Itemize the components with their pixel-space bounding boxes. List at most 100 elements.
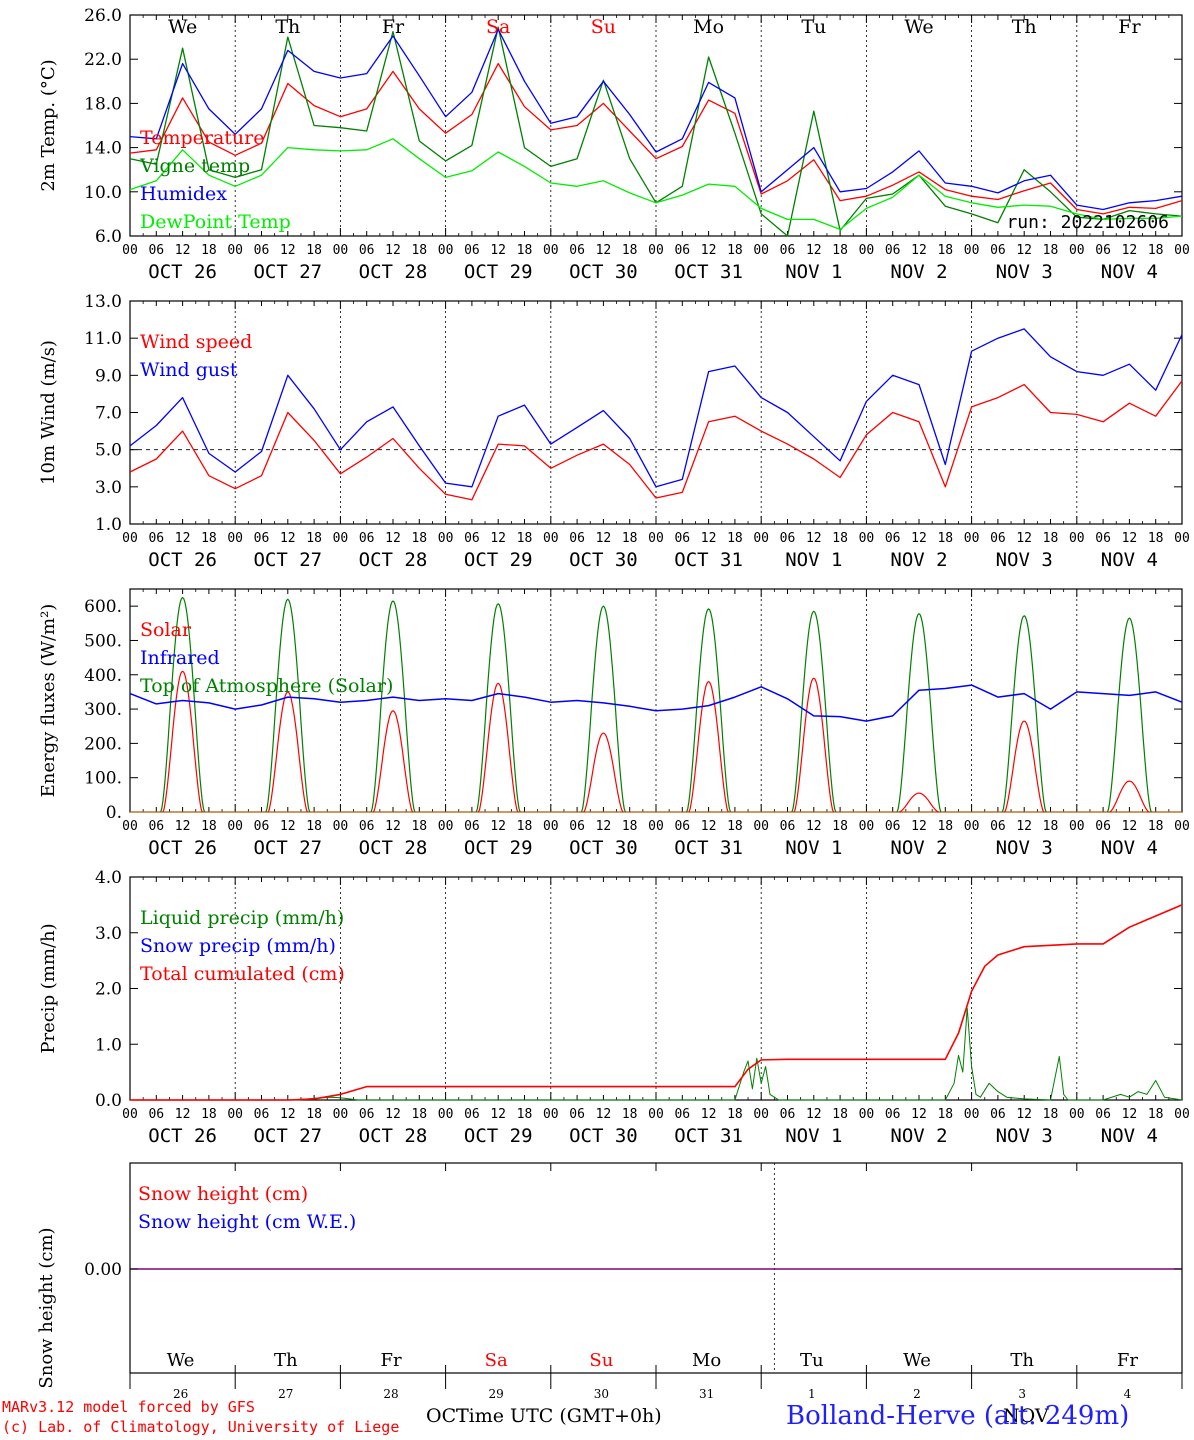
hour-label: 12: [490, 819, 506, 834]
weekday-label: Su: [589, 1350, 613, 1371]
hour-label: 12: [175, 531, 191, 546]
y-tick-label: 1.0: [95, 1035, 122, 1055]
day-number-label: 3: [1018, 1387, 1026, 1401]
infrared-line: [129, 684, 1183, 722]
hour-label: 06: [464, 243, 480, 258]
hour-label: 00: [648, 1107, 664, 1122]
weekday-label: We: [168, 16, 197, 38]
hour-label: 18: [1148, 819, 1164, 834]
hour-label: 00: [227, 531, 243, 546]
y-tick-label: 400.: [84, 666, 122, 686]
hour-label: 00: [859, 819, 875, 834]
hour-label: 00: [964, 531, 980, 546]
hour-label: 06: [674, 243, 690, 258]
energy-legend-0: Solar: [140, 619, 192, 641]
hour-label: 06: [990, 243, 1006, 258]
hour-label: 06: [885, 1107, 901, 1122]
hour-label: 00: [227, 243, 243, 258]
hour-label: 18: [201, 819, 217, 834]
date-label: NOV 1: [785, 837, 842, 859]
hour-label: 12: [911, 531, 927, 546]
y-tick-label: 4.0: [95, 868, 122, 888]
hour-label: 12: [806, 243, 822, 258]
hour-label: 06: [569, 243, 585, 258]
date-label: OCT 29: [464, 261, 533, 283]
liquid-precip-line: [130, 1007, 1183, 1101]
weekday-label: Th: [1012, 16, 1037, 38]
hour-label: 18: [937, 1107, 953, 1122]
hour-label: 06: [780, 1107, 796, 1122]
hour-label: 00: [859, 243, 875, 258]
date-label: NOV 1: [785, 549, 842, 571]
date-label: OCT 29: [464, 837, 533, 859]
hour-label: 06: [254, 243, 270, 258]
weekday-label: Fr: [380, 1350, 401, 1371]
hour-label: 00: [438, 1107, 454, 1122]
hour-label: 06: [780, 819, 796, 834]
hour-label: 18: [727, 531, 743, 546]
y-tick-label: 600.: [84, 597, 122, 617]
hour-label: 12: [596, 243, 612, 258]
temp-legend-2: Humidex: [140, 183, 227, 205]
hour-label: 00: [543, 243, 559, 258]
hour-label: 12: [385, 1107, 401, 1122]
hour-label: 18: [1043, 1107, 1059, 1122]
y-tick-label: 14.0: [84, 139, 122, 159]
hour-label: 00: [1174, 1107, 1190, 1122]
hour-label: 18: [1148, 1107, 1164, 1122]
hour-label: 06: [464, 1107, 480, 1122]
hour-label: 06: [990, 1107, 1006, 1122]
date-label: OCT 28: [359, 1125, 428, 1147]
hour-label: 12: [701, 531, 717, 546]
weekday-label: We: [904, 16, 933, 38]
hour-label: 18: [306, 531, 322, 546]
hour-label: 12: [280, 819, 296, 834]
wind-legend-1: Wind gust: [140, 359, 238, 381]
date-label: OCT 27: [253, 261, 322, 283]
y-tick-label: 6.0: [95, 227, 122, 247]
hour-label: 00: [543, 819, 559, 834]
hour-label: 00: [122, 531, 138, 546]
hour-label: 18: [517, 1107, 533, 1122]
hour-label: 06: [254, 531, 270, 546]
day-number-label: 4: [1124, 1387, 1132, 1401]
hour-label: 18: [937, 243, 953, 258]
hour-label: 18: [832, 243, 848, 258]
date-label: NOV 3: [996, 837, 1053, 859]
y-tick-label: 0.: [106, 803, 122, 823]
hour-label: 00: [122, 819, 138, 834]
date-label: NOV 4: [1101, 261, 1158, 283]
hour-label: 12: [1122, 1107, 1138, 1122]
hour-label: 00: [753, 819, 769, 834]
solar-curve: [1004, 720, 1045, 813]
hour-label: 18: [201, 531, 217, 546]
hour-label: 06: [464, 531, 480, 546]
hour-label: 00: [753, 1107, 769, 1122]
hour-label: 00: [333, 819, 349, 834]
weekday-label: Th: [1010, 1350, 1034, 1371]
precip-legend-1: Snow precip (mm/h): [140, 935, 336, 957]
hour-label: 00: [753, 531, 769, 546]
solar-curve: [899, 792, 939, 813]
date-label: OCT 27: [253, 1125, 322, 1147]
hour-label: 18: [306, 819, 322, 834]
hour-label: 06: [464, 819, 480, 834]
y-tick-label: 10.0: [84, 183, 122, 203]
hour-label: 00: [859, 531, 875, 546]
hour-label: 12: [490, 243, 506, 258]
solar-curve: [372, 710, 414, 813]
date-label: OCT 31: [674, 549, 743, 571]
weekday-label: Fr: [1117, 1350, 1138, 1371]
panel-2-ylabel: Energy fluxes (W/m²): [38, 604, 59, 798]
hour-label: 18: [517, 531, 533, 546]
hour-label: 06: [569, 819, 585, 834]
hour-label: 18: [832, 1107, 848, 1122]
date-label: OCT 29: [464, 1125, 533, 1147]
hour-label: 12: [806, 819, 822, 834]
weekday-label: Tu: [801, 16, 826, 38]
y-tick-label: 18.0: [84, 94, 122, 114]
temp-series-line: [129, 28, 1183, 211]
hour-label: 06: [674, 1107, 690, 1122]
date-label: OCT 30: [569, 837, 638, 859]
hour-label: 12: [1016, 1107, 1032, 1122]
